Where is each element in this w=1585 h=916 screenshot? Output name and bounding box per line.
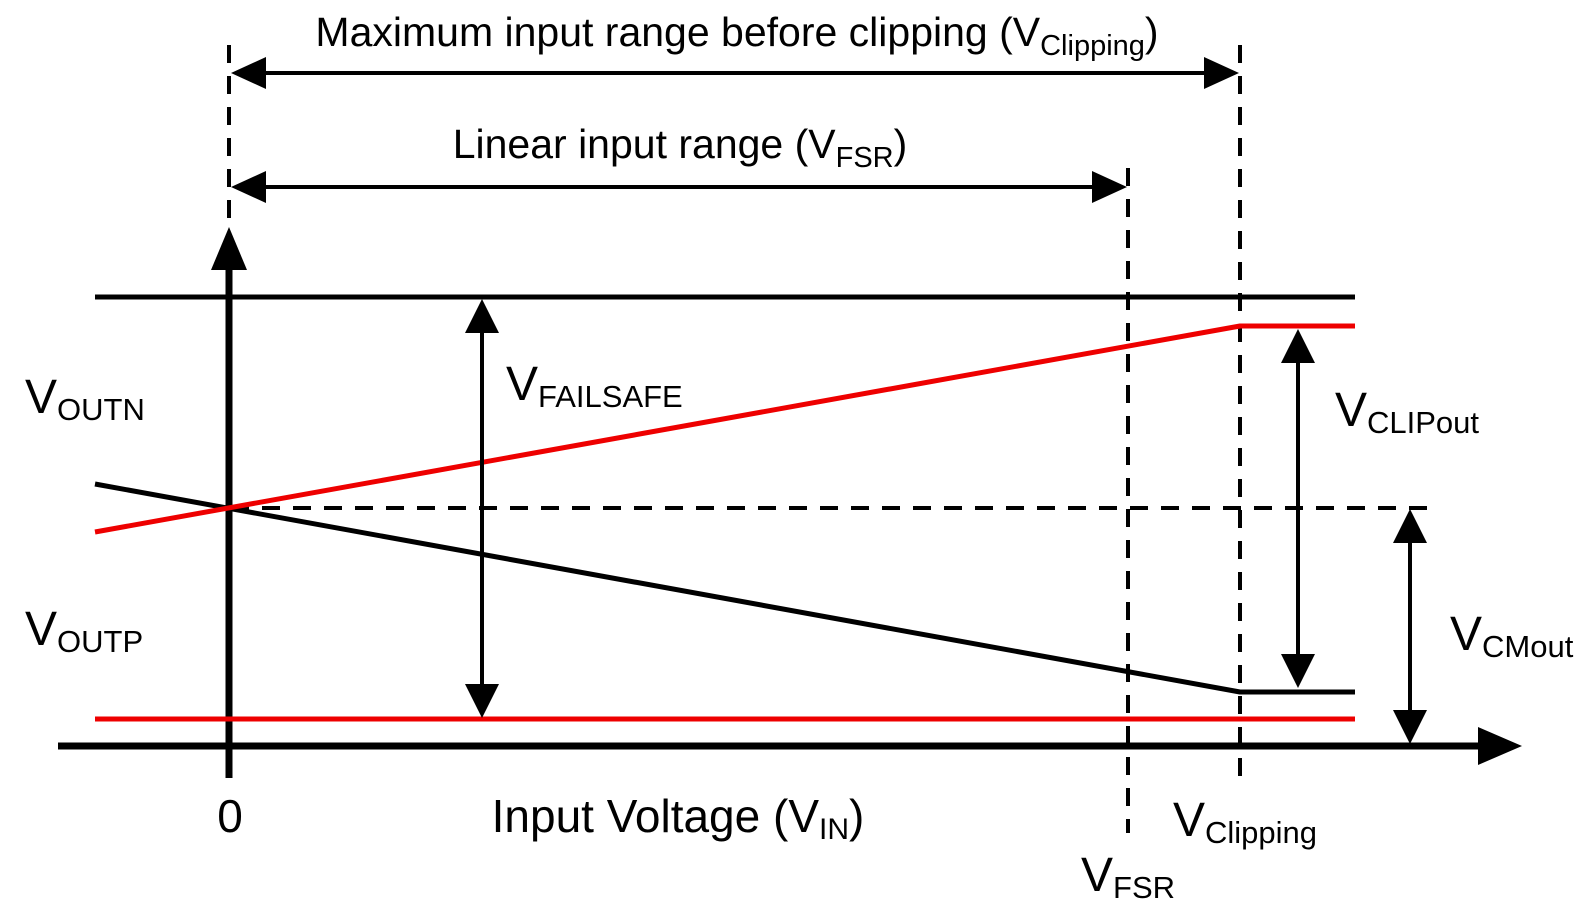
voutn-label: VOUTN bbox=[25, 371, 145, 427]
vfailsafe-label: VFAILSAFE bbox=[506, 358, 683, 414]
vclipout-arrow bbox=[1281, 329, 1315, 688]
reference-guides bbox=[227, 45, 1437, 833]
voutp-curve bbox=[94, 323, 1355, 535]
arrow-up-head-icon bbox=[465, 299, 499, 333]
axes bbox=[58, 227, 1522, 778]
linear-input-range-arrow bbox=[231, 171, 1127, 203]
arrow-right-head-icon bbox=[1204, 57, 1239, 89]
voutn-curve bbox=[94, 481, 1355, 695]
arrow-down-head-icon bbox=[1281, 654, 1315, 688]
y-axis-arrowhead-icon bbox=[211, 227, 247, 270]
arrow-up-head-icon bbox=[1281, 329, 1315, 363]
vclipout-label: VCLIPout bbox=[1335, 384, 1479, 440]
vcmout-arrow bbox=[1393, 509, 1427, 744]
labels: Maximum input range before clipping (VCl… bbox=[25, 9, 1574, 905]
x-axis-arrowhead-icon bbox=[1478, 727, 1522, 765]
vclipping-tick-label: VClipping bbox=[1173, 794, 1317, 850]
arrow-down-head-icon bbox=[1393, 710, 1427, 744]
vfsr-tick-label: VFSR bbox=[1081, 849, 1175, 905]
output-curves bbox=[94, 323, 1355, 695]
x-axis-title: Input Voltage (VIN) bbox=[492, 790, 865, 846]
vfailsafe-arrow bbox=[465, 299, 499, 718]
arrow-left-head-icon bbox=[231, 57, 266, 89]
max-input-range-arrow bbox=[231, 57, 1239, 89]
arrow-down-head-icon bbox=[465, 684, 499, 718]
vcmout-label: VCMout bbox=[1450, 608, 1574, 664]
dimension-arrows bbox=[231, 57, 1427, 744]
arrow-left-head-icon bbox=[231, 171, 266, 203]
output-rails bbox=[95, 294, 1355, 722]
zero-tick-label: 0 bbox=[217, 790, 243, 842]
max-input-range-label: Maximum input range before clipping (VCl… bbox=[315, 9, 1158, 62]
voutp-label: VOUTP bbox=[25, 603, 143, 659]
arrow-up-head-icon bbox=[1393, 509, 1427, 543]
linear-input-range-label: Linear input range (VFSR) bbox=[453, 121, 908, 174]
arrow-right-head-icon bbox=[1092, 171, 1127, 203]
